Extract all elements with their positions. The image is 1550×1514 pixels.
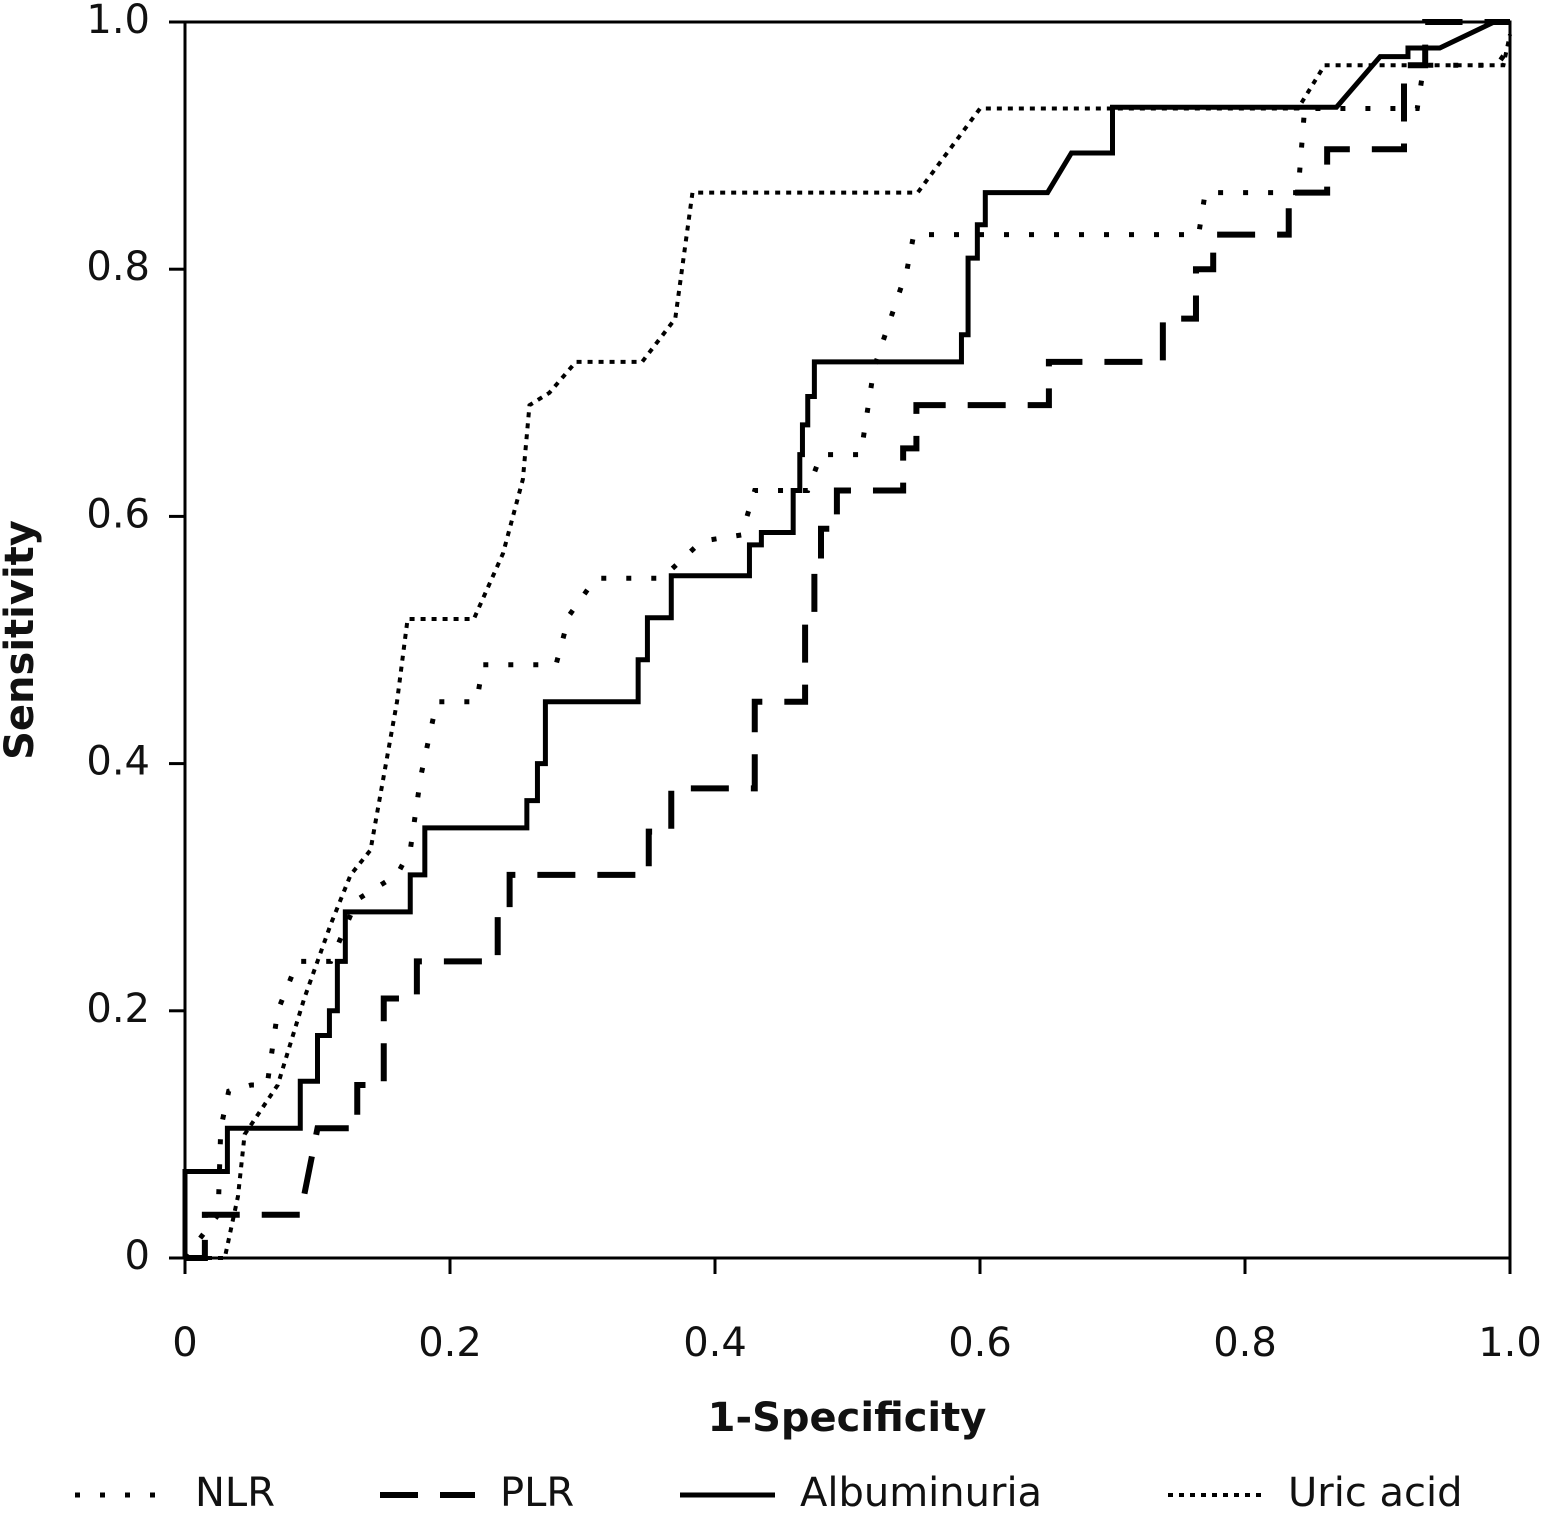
legend-label: NLR [195, 1470, 275, 1514]
legend-label: Albuminuria [800, 1470, 1042, 1514]
y-tick-label: 0 [125, 1233, 150, 1279]
y-tick-label: 0.6 [86, 491, 150, 537]
x-axis-label: 1-Specificity [708, 1395, 987, 1441]
y-axis-label: Sensitivity [0, 520, 43, 760]
plot-frame [183, 20, 1512, 1260]
roc-line [182, 19, 1510, 1258]
x-tick-label: 1.0 [1478, 1320, 1542, 1366]
x-tick-label: 0.6 [948, 1320, 1012, 1366]
x-tick-label: 0 [172, 1320, 197, 1366]
y-tick-label: 0.2 [86, 986, 150, 1032]
y-tick-label: 0.8 [86, 244, 150, 290]
legend-label: PLR [500, 1470, 574, 1514]
x-tick-label: 0.2 [418, 1320, 482, 1366]
roc-line [185, 19, 1510, 1261]
x-tick-label: 0.4 [683, 1320, 747, 1366]
y-tick-label: 1.0 [86, 0, 150, 43]
y-tick-label: 0.4 [86, 739, 150, 785]
legend-label: Uric acid [1288, 1470, 1463, 1514]
x-tick-label: 0.8 [1213, 1320, 1277, 1366]
